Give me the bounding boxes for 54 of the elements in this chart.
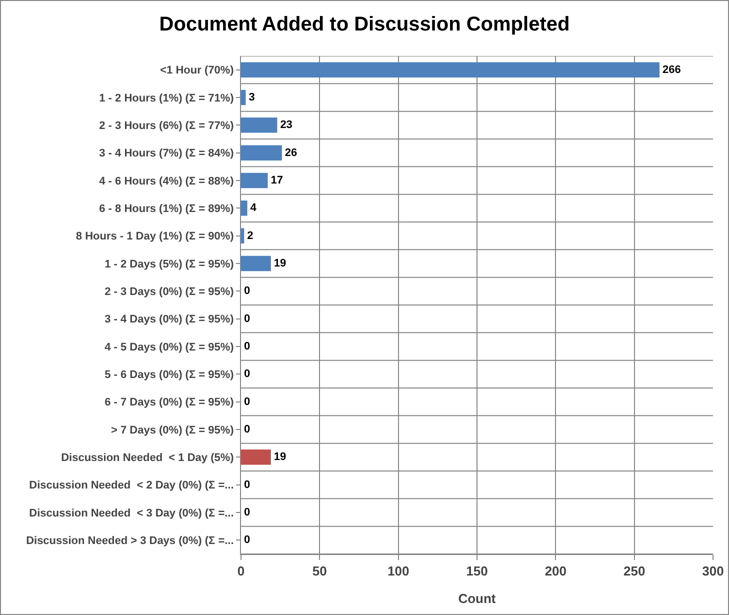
y-tick-label: Discussion Needed < 3 Day (0%) (Σ =... [29,507,234,520]
y-tick-label: 3 - 4 Days (0%) (Σ = 95%) [104,314,234,326]
bar [241,200,248,216]
x-tick-label: 150 [466,564,488,579]
x-tick-label: 50 [312,564,327,579]
y-tick-label: 8 Hours - 1 Day (1%) (Σ = 90%) [76,230,234,243]
y-tick-label: Discussion Needed > 3 Days (0%) (Σ =... [26,535,234,548]
y-tick-label: 2 - 3 Days (0%) (Σ = 95%) [104,286,234,298]
y-tick-label: 6 - 8 Hours (1%) (Σ = 89%) [99,203,234,216]
data-label: 0 [244,368,250,380]
data-label: 0 [244,534,250,546]
y-tick-label: 4 - 6 Hours (4%) (Σ = 88%) [99,175,234,188]
bar [241,90,246,106]
y-tick-label: <1 Hour (70%) [160,64,234,77]
data-label: 266 [662,64,681,76]
data-label: 0 [244,506,250,518]
y-tick-label: 1 - 2 Days (5%) (Σ = 95%) [104,258,234,270]
y-tick-label: 5 - 6 Days (0%) (Σ = 95%) [104,369,234,382]
bar [241,228,244,244]
chart-title: Document Added to Discussion Completed [159,13,570,36]
y-tick-label: 3 - 4 Hours (7%) (Σ = 84%) [99,148,234,160]
data-label: 3 [248,92,255,104]
data-label: 23 [280,119,292,132]
data-label: 26 [284,146,298,159]
x-tick-label: 0 [237,564,245,579]
data-label: 0 [244,285,250,298]
x-tick-label: 100 [387,564,410,579]
y-tick-label: 4 - 5 Days (0%) (Σ = 95%) [104,341,234,354]
x-tick-label: 250 [623,564,646,579]
data-label: 0 [244,478,250,491]
bar [241,118,278,133]
data-label: 19 [274,451,286,464]
y-tick-label: 6 - 7 Days (0%) (Σ = 95%) [104,396,234,409]
data-label: 0 [244,424,250,436]
y-tick-label: Discussion Needed < 2 Day (0%) (Σ =... [29,480,234,492]
data-label: 17 [270,174,283,186]
x-tick-label: 300 [702,564,724,579]
bar [241,145,282,160]
bar [241,62,660,78]
bar [241,256,271,272]
y-tick-label: 1 - 2 Hours (1%) (Σ = 71%) [99,92,234,104]
x-tick-label: 200 [544,564,567,579]
data-label: 19 [274,258,286,270]
bar [241,172,268,188]
data-label: 0 [244,312,250,325]
y-tick-label: 2 - 3 Hours (6%) (Σ = 77%) [99,120,234,132]
data-label: 0 [244,396,250,408]
y-tick-label: Discussion Needed < 1 Day (5%) [61,452,234,464]
y-tick-label: > 7 Days (0%) (Σ = 95%) [111,424,234,436]
data-label: 4 [250,202,258,214]
bar [241,450,271,465]
data-label: 2 [247,230,254,242]
data-label: 0 [244,340,250,352]
x-axis-title: Count [458,591,496,606]
